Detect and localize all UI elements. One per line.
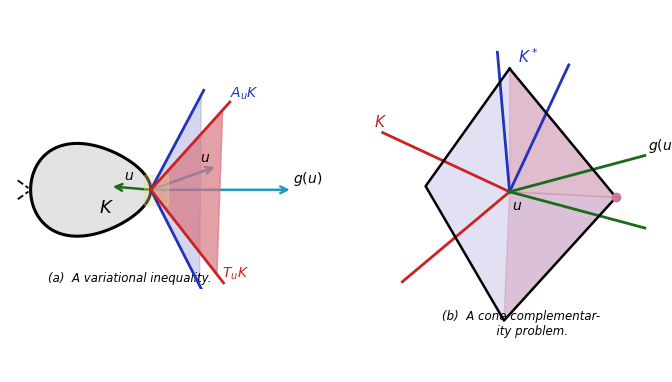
Polygon shape <box>509 68 616 197</box>
Text: $u$: $u$ <box>124 169 134 183</box>
Polygon shape <box>151 110 222 274</box>
Polygon shape <box>151 95 201 285</box>
Text: (a)  A variational inequality.: (a) A variational inequality. <box>48 272 211 285</box>
Polygon shape <box>144 175 168 205</box>
Text: $A_uK$: $A_uK$ <box>230 86 259 102</box>
Text: $K^*$: $K^*$ <box>518 47 538 66</box>
Text: $u$: $u$ <box>200 151 210 165</box>
Text: $u$: $u$ <box>512 199 523 213</box>
Polygon shape <box>425 68 616 320</box>
Text: (b)  A cone complementar-
      ity problem.: (b) A cone complementar- ity problem. <box>442 309 600 338</box>
Text: $K$: $K$ <box>99 199 114 217</box>
Polygon shape <box>31 143 151 236</box>
Polygon shape <box>504 192 616 320</box>
Polygon shape <box>151 110 222 274</box>
Text: $g(u)$: $g(u)$ <box>648 137 672 155</box>
Text: $g(u)$: $g(u)$ <box>294 170 323 188</box>
Text: $K$: $K$ <box>374 114 387 130</box>
Text: $T_uK$: $T_uK$ <box>222 266 249 282</box>
